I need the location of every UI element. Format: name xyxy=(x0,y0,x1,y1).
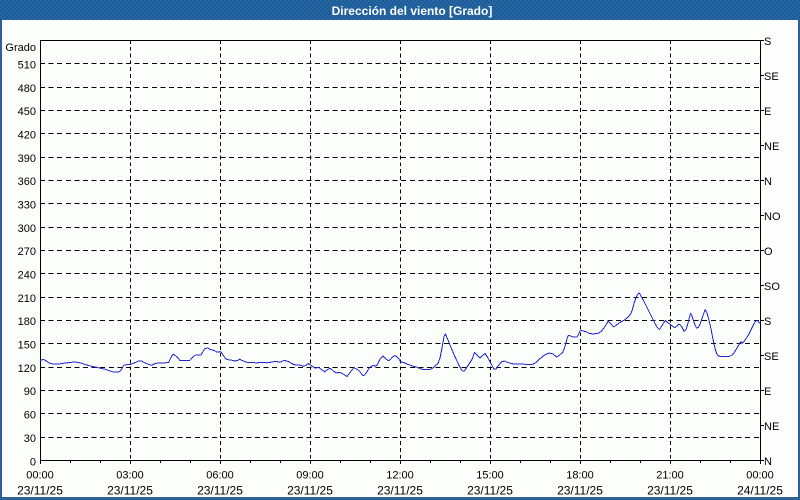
svg-text:NE: NE xyxy=(764,141,779,153)
svg-text:S: S xyxy=(764,316,771,328)
svg-text:18:00: 18:00 xyxy=(566,470,594,482)
svg-text:23/11/25: 23/11/25 xyxy=(107,484,153,498)
svg-text:06:00: 06:00 xyxy=(206,470,234,482)
svg-text:15:00: 15:00 xyxy=(476,470,504,482)
svg-text:NO: NO xyxy=(764,211,781,223)
svg-text:30: 30 xyxy=(24,433,36,445)
svg-text:240: 240 xyxy=(18,270,36,282)
svg-text:0: 0 xyxy=(30,457,36,469)
svg-text:21:00: 21:00 xyxy=(656,470,684,482)
svg-text:23/11/25: 23/11/25 xyxy=(377,484,423,498)
svg-text:N: N xyxy=(764,176,772,188)
svg-text:E: E xyxy=(764,106,771,118)
svg-text:360: 360 xyxy=(18,176,36,188)
svg-text:420: 420 xyxy=(18,130,36,142)
svg-text:150: 150 xyxy=(18,340,36,352)
svg-text:60: 60 xyxy=(24,410,36,422)
svg-text:Grado: Grado xyxy=(5,42,36,54)
svg-text:SE: SE xyxy=(764,71,779,83)
svg-text:00:00: 00:00 xyxy=(746,470,774,482)
svg-text:O: O xyxy=(764,246,773,258)
svg-text:480: 480 xyxy=(18,83,36,95)
svg-text:120: 120 xyxy=(18,363,36,375)
svg-text:12:00: 12:00 xyxy=(386,470,414,482)
svg-text:23/11/25: 23/11/25 xyxy=(557,484,603,498)
svg-text:SO: SO xyxy=(764,281,780,293)
svg-text:S: S xyxy=(764,36,771,48)
svg-text:NE: NE xyxy=(764,421,779,433)
svg-text:210: 210 xyxy=(18,293,36,305)
svg-text:23/11/25: 23/11/25 xyxy=(467,484,513,498)
svg-text:300: 300 xyxy=(18,223,36,235)
svg-text:330: 330 xyxy=(18,200,36,212)
svg-text:23/11/25: 23/11/25 xyxy=(17,484,63,498)
svg-text:23/11/25: 23/11/25 xyxy=(287,484,333,498)
svg-text:E: E xyxy=(764,386,771,398)
svg-text:390: 390 xyxy=(18,153,36,165)
svg-text:00:00: 00:00 xyxy=(26,470,54,482)
svg-text:24/11/25: 24/11/25 xyxy=(737,484,783,498)
svg-text:23/11/25: 23/11/25 xyxy=(197,484,243,498)
svg-text:180: 180 xyxy=(18,316,36,328)
svg-text:SE: SE xyxy=(764,351,779,363)
svg-text:03:00: 03:00 xyxy=(116,470,144,482)
svg-text:23/11/25: 23/11/25 xyxy=(647,484,693,498)
svg-text:Dirección del viento [Grado]: Dirección del viento [Grado] xyxy=(332,4,493,18)
svg-text:450: 450 xyxy=(18,106,36,118)
svg-text:270: 270 xyxy=(18,246,36,258)
svg-text:09:00: 09:00 xyxy=(296,470,324,482)
svg-text:510: 510 xyxy=(18,60,36,72)
svg-text:90: 90 xyxy=(24,386,36,398)
svg-text:N: N xyxy=(764,456,772,468)
